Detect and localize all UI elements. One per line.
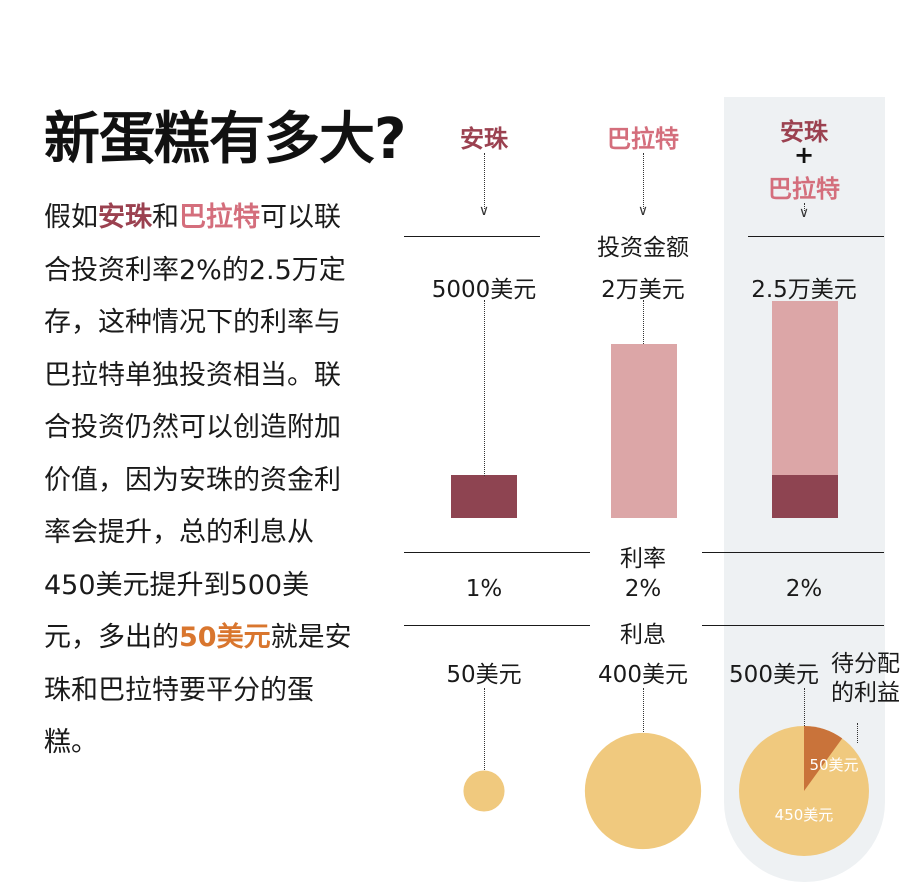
arrow-head-icon: ∨ <box>637 203 649 219</box>
divider-line <box>404 625 590 627</box>
paragraph-run: 就是安珠和巴拉特要平分的蛋糕。 <box>44 622 352 758</box>
header-balate: 巴拉特 <box>607 125 679 153</box>
interest-combined: 500美元 <box>729 662 819 688</box>
interest-balate: 400美元 <box>598 662 688 688</box>
bar-combined-anzhu-part <box>772 474 838 518</box>
divider-line <box>702 625 884 627</box>
distributable-note: 待分配 的利益 <box>831 650 911 708</box>
header-combined-anzhu: 安珠 <box>780 118 828 146</box>
arrow-line-anzhu <box>484 153 485 209</box>
arrow-line-balate <box>643 153 644 209</box>
interest-pies: 50美元 450美元 <box>463 726 869 856</box>
pie-label-large: 450美元 <box>775 806 834 824</box>
rate-anzhu: 1% <box>465 576 503 602</box>
leader-line-anzhu-pie <box>484 688 485 770</box>
leader-line-note <box>857 723 858 743</box>
amount-combined: 2.5万美元 <box>751 277 857 303</box>
arrow-head-icon: ∨ <box>478 203 490 219</box>
interest-anzhu: 50美元 <box>446 662 522 688</box>
header-combined-balate: 巴拉特 <box>768 175 840 203</box>
pie-slice-extra <box>804 726 843 791</box>
leader-line-combined-pie <box>804 688 805 726</box>
rate-balate: 2% <box>624 576 662 602</box>
row-label-interest: 利息 <box>620 622 666 648</box>
bar-balate <box>611 344 677 518</box>
paragraph-run: 巴拉特 <box>179 202 260 233</box>
row-label-amount: 投资金额 <box>597 235 689 261</box>
note-line-2: 的利益 <box>831 680 900 706</box>
header-plus: + <box>793 141 815 169</box>
divider-line <box>404 552 590 554</box>
bar-anzhu <box>451 474 517 518</box>
body-paragraph: 假如安珠和巴拉特可以联合投资利率2%的2.5万定存，这种情况下的利率与巴拉特单独… <box>44 192 362 770</box>
leader-line-anzhu <box>484 300 485 476</box>
arrow-line-combined <box>804 203 805 211</box>
row-label-rate: 利率 <box>620 546 666 572</box>
leader-line-balate <box>643 300 644 344</box>
pie-balate <box>584 732 702 850</box>
pie-anzhu <box>463 770 505 812</box>
header-anzhu: 安珠 <box>460 125 508 153</box>
note-line-1: 待分配 <box>831 651 900 677</box>
paragraph-run: 50美元 <box>179 622 271 653</box>
paragraph-run: 假如 <box>44 202 98 233</box>
divider-line <box>404 236 540 238</box>
divider-line <box>702 552 884 554</box>
arrow-head-icon: ∨ <box>798 205 810 221</box>
amount-balate: 2万美元 <box>601 277 685 303</box>
paragraph-run: 安珠 <box>98 202 152 233</box>
leader-line-balate-pie <box>643 688 644 734</box>
paragraph-run: 可以联合投资利率2%的2.5万定存，这种情况下的利率与巴拉特单独投资相当。联合投… <box>44 202 346 653</box>
paragraph-run: 和 <box>152 202 179 233</box>
amount-anzhu: 5000美元 <box>431 277 537 303</box>
divider-line <box>748 236 884 238</box>
rate-combined: 2% <box>785 576 823 602</box>
pie-label-small: 50美元 <box>809 756 858 774</box>
page-title: 新蛋糕有多大? <box>44 107 406 172</box>
